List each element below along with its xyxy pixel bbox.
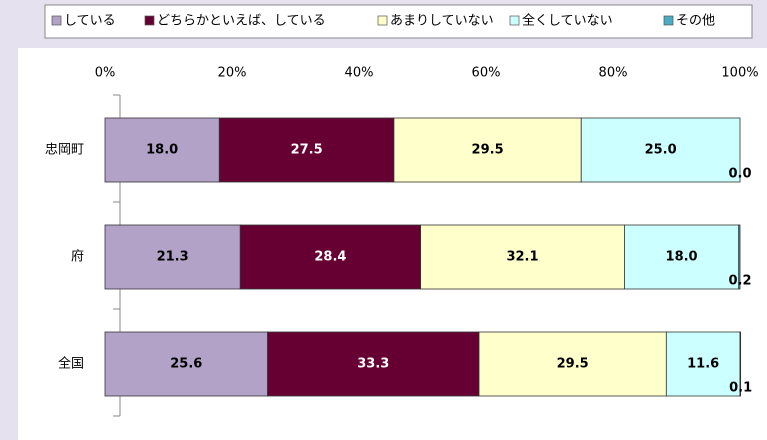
data-label: 0.1 <box>729 381 752 396</box>
legend-swatch <box>377 15 388 26</box>
legend-label: している <box>64 14 116 29</box>
data-label: 25.0 <box>645 143 677 158</box>
data-label: 32.1 <box>506 250 538 265</box>
y-tick-label: 府 <box>71 250 84 265</box>
legend-swatch <box>51 15 62 26</box>
y-tick-label: 全国 <box>58 356 84 372</box>
bar-segment <box>218 117 395 183</box>
data-label: 25.6 <box>170 357 202 372</box>
y-tick-label: 忠岡町 <box>45 143 84 158</box>
bar-segment <box>104 224 241 290</box>
data-label: 0.2 <box>728 274 751 289</box>
legend-label: その他 <box>676 14 715 29</box>
x-tick-label: 100% <box>721 66 758 81</box>
data-label: 27.5 <box>291 143 323 158</box>
data-label: 0.0 <box>728 167 751 182</box>
data-label: 18.0 <box>146 143 178 158</box>
data-label: 33.3 <box>357 357 389 372</box>
bar-segment <box>739 331 742 397</box>
legend-swatch <box>144 15 155 26</box>
data-label: 21.3 <box>157 250 189 265</box>
bar-segment <box>239 224 421 290</box>
legend-swatch <box>509 15 520 26</box>
data-label: 28.4 <box>314 250 346 265</box>
data-label: 11.6 <box>687 357 719 372</box>
bar-segment <box>580 117 741 183</box>
x-tick-label: 40% <box>345 66 374 81</box>
x-tick-label: 60% <box>472 66 501 81</box>
bar-segment <box>267 331 480 397</box>
x-tick-label: 0% <box>95 66 116 81</box>
bar-segment <box>738 224 741 290</box>
legend-box <box>44 4 753 39</box>
data-label: 29.5 <box>557 357 589 372</box>
bar-segment <box>393 117 582 183</box>
bar-segment <box>624 224 740 290</box>
x-tick-label: 20% <box>218 66 247 81</box>
bar-segment <box>104 117 220 183</box>
legend-swatch <box>663 15 674 26</box>
legend-label: あまりしていない <box>390 14 494 29</box>
data-label: 18.0 <box>666 250 698 265</box>
bar-segment <box>104 331 268 397</box>
x-tick-label: 80% <box>599 66 628 81</box>
legend-label: どちらかといえば、している <box>157 14 326 29</box>
bar-segment <box>478 331 667 397</box>
legend-label: 全くしていない <box>522 13 613 29</box>
data-label: 29.5 <box>472 143 504 158</box>
